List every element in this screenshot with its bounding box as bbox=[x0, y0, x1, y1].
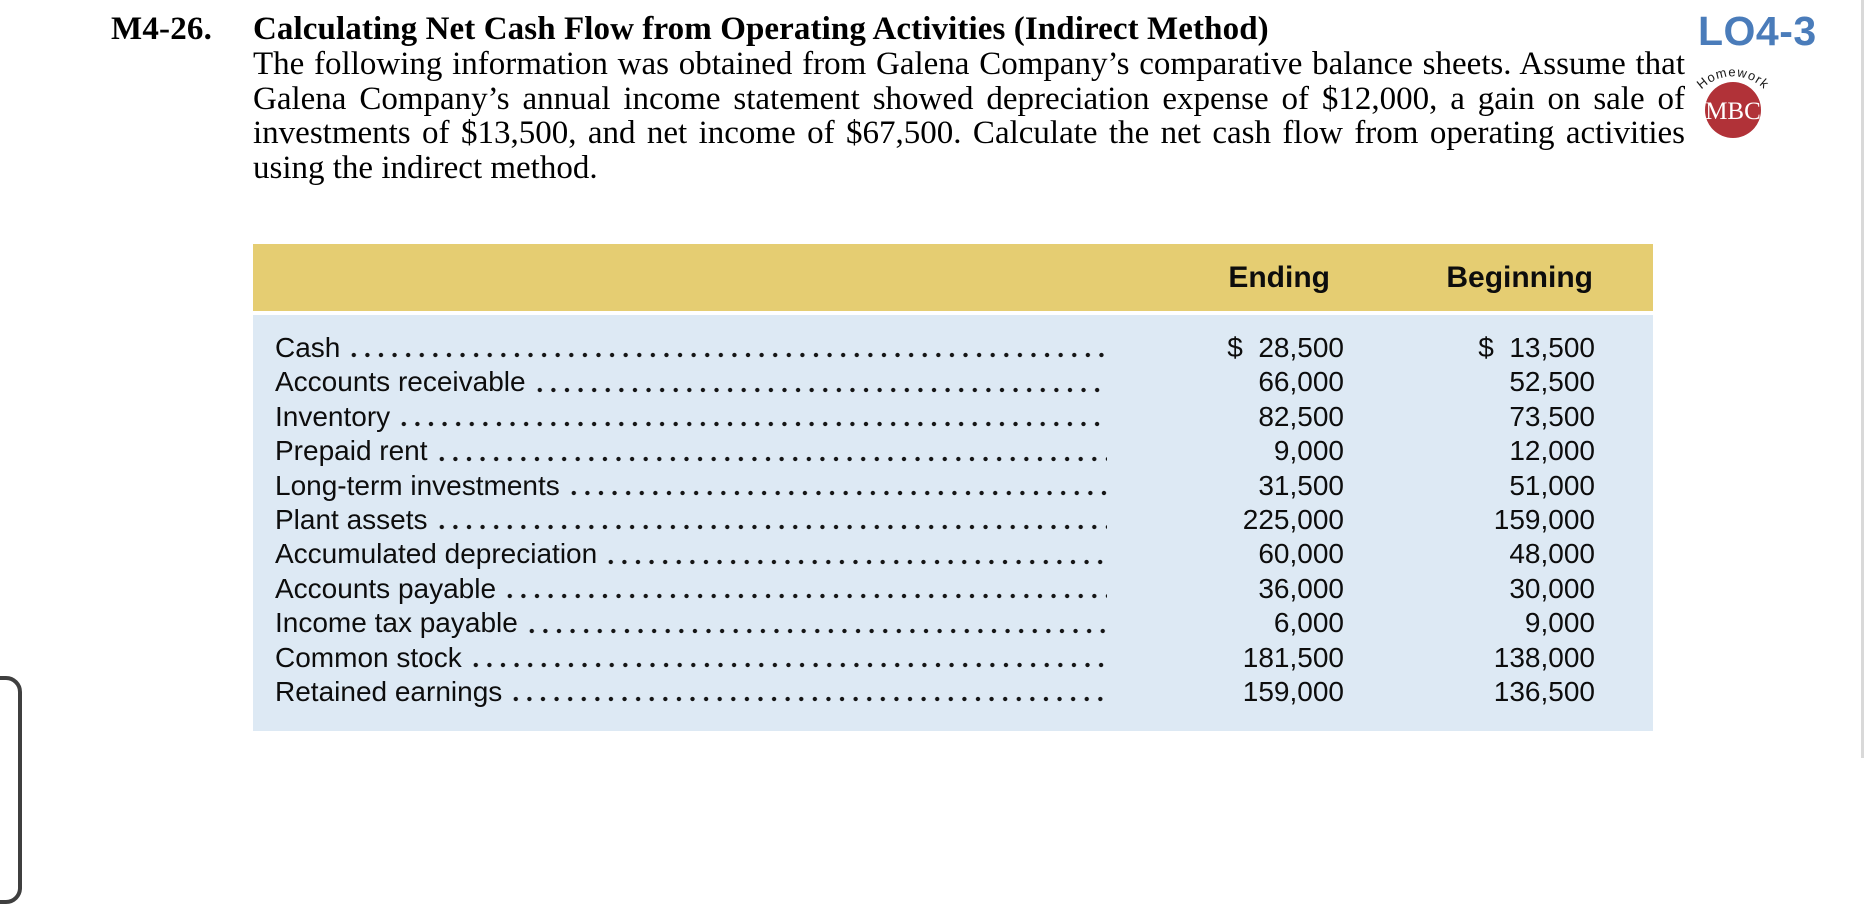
problem-title: Calculating Net Cash Flow from Operating… bbox=[253, 11, 1269, 47]
row-label: Income tax payable bbox=[275, 607, 518, 639]
problem-paragraph: The following information was obtained f… bbox=[253, 46, 1685, 186]
dot-leader bbox=[566, 469, 1107, 504]
badge-label: MBC bbox=[1705, 98, 1761, 125]
table-body: Cash $ 28,500 $ 13,500 Accounts receivable… bbox=[253, 315, 1653, 731]
learning-objective-tag: LO4-3 bbox=[1698, 8, 1817, 54]
table-row: Prepaid rent 9,000 12,000 bbox=[275, 435, 1595, 470]
table-row: Accounts payable 36,000 30,000 bbox=[275, 572, 1595, 608]
beginning-value: 12,000 bbox=[1509, 435, 1595, 467]
row-label: Common stock bbox=[275, 641, 462, 673]
dot-leader bbox=[434, 503, 1107, 539]
dot-leader bbox=[397, 400, 1107, 436]
table-row: Accumulated depreciation 60,000 48,000 bbox=[275, 538, 1595, 573]
dot-leader bbox=[503, 572, 1107, 608]
dot-leader bbox=[524, 607, 1107, 642]
table-row: Long-term investments 31,500 51,000 bbox=[275, 469, 1595, 504]
dot-leader bbox=[434, 435, 1107, 470]
row-label: Accounts receivable bbox=[275, 366, 526, 398]
dot-leader bbox=[509, 675, 1107, 711]
ending-value: 6,000 bbox=[1273, 607, 1344, 639]
ending-value: 181,500 bbox=[1242, 641, 1344, 673]
row-label: Plant assets bbox=[275, 503, 428, 535]
ending-value: 31,500 bbox=[1258, 469, 1344, 501]
column-header-beginning: Beginning bbox=[1446, 260, 1593, 294]
beginning-value: 159,000 bbox=[1493, 503, 1595, 535]
ending-value: 60,000 bbox=[1258, 538, 1344, 570]
row-label: Prepaid rent bbox=[275, 435, 428, 467]
ending-value: $ 28,500 bbox=[1227, 332, 1344, 363]
mbc-homework-badge: Homework MBC bbox=[1694, 64, 1772, 138]
row-label: Long-term investments bbox=[275, 469, 560, 501]
ending-value: 159,000 bbox=[1242, 675, 1344, 707]
ending-value: 66,000 bbox=[1258, 366, 1344, 398]
column-header-ending: Ending bbox=[1228, 260, 1330, 294]
dot-leader bbox=[347, 332, 1107, 367]
table-row: Accounts receivable 66,000 52,500 bbox=[275, 366, 1595, 401]
table-row: Plant assets 225,000 159,000 bbox=[275, 503, 1595, 539]
beginning-value: 48,000 bbox=[1509, 538, 1595, 570]
table-row: Common stock 181,500 138,000 bbox=[275, 641, 1595, 676]
ending-value: 36,000 bbox=[1258, 572, 1344, 604]
beginning-value: 138,000 bbox=[1493, 641, 1595, 673]
page-corner-bracket bbox=[0, 676, 22, 904]
problem-text-block: Calculating Net Cash Flow from Operating… bbox=[253, 12, 1685, 185]
row-label: Retained earnings bbox=[275, 675, 503, 707]
table-row: Cash $ 28,500 $ 13,500 bbox=[275, 332, 1595, 367]
mbc-badge-circle bbox=[1705, 82, 1761, 138]
beginning-value: 30,000 bbox=[1509, 572, 1595, 604]
dot-leader bbox=[468, 641, 1107, 676]
dot-leader bbox=[532, 366, 1107, 401]
page-right-edge bbox=[1861, 0, 1864, 758]
problem-id: M4-26. bbox=[111, 11, 213, 47]
dot-leader bbox=[604, 538, 1107, 573]
beginning-value: $ 13,500 bbox=[1478, 332, 1595, 363]
row-label: Inventory bbox=[275, 400, 391, 432]
ending-value: 9,000 bbox=[1273, 435, 1344, 467]
ending-value: 82,500 bbox=[1258, 400, 1344, 432]
table-row: Retained earnings 159,000 136,500 bbox=[275, 675, 1595, 711]
row-label: Cash bbox=[275, 332, 341, 363]
table-header-row: Ending Beginning bbox=[253, 244, 1653, 311]
beginning-value: 9,000 bbox=[1524, 607, 1595, 639]
comparative-balance-sheet-table: Ending Beginning Cash $ 28,500 $ 13,500 Ac… bbox=[253, 244, 1653, 731]
table-row: Income tax payable 6,000 9,000 bbox=[275, 607, 1595, 642]
beginning-value: 73,500 bbox=[1509, 400, 1595, 432]
row-label: Accumulated depreciation bbox=[275, 538, 598, 570]
ending-value: 225,000 bbox=[1242, 503, 1344, 535]
beginning-value: 136,500 bbox=[1493, 675, 1595, 707]
beginning-value: 51,000 bbox=[1509, 469, 1595, 501]
beginning-value: 52,500 bbox=[1509, 366, 1595, 398]
table-row: Inventory 82,500 73,500 bbox=[275, 400, 1595, 436]
row-label: Accounts payable bbox=[275, 572, 497, 604]
